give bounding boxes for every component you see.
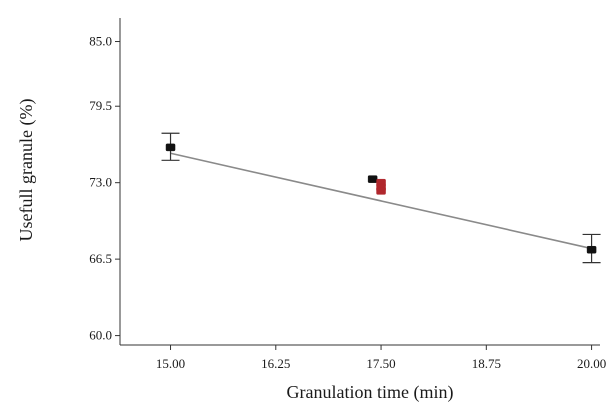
x-tick-label: 18.75 [472,356,501,371]
data-point [165,143,176,152]
y-tick-label: 60.0 [89,328,112,343]
y-ticks: 85.0 79.5 73.0 66.5 60.0 [89,34,120,343]
fit-line [170,152,592,250]
axes [119,18,600,346]
y-tick-label: 73.0 [89,175,112,190]
x-axis-label: Granulation time (min) [287,382,454,403]
y-tick-label: 79.5 [89,98,112,113]
y-tick-label: 66.5 [89,251,112,266]
data-point [586,245,597,254]
y-axis-label: Usefull granule (%) [16,99,37,242]
x-ticks: 15.00 16.25 17.50 18.75 20.00 [156,345,606,371]
data-point [367,175,378,183]
x-tick-label: 20.00 [577,356,606,371]
fit-line-group [170,152,592,250]
x-tick-label: 17.50 [366,356,395,371]
error-bars [161,132,601,264]
data-points [165,143,597,254]
data-point [376,187,386,195]
x-tick-label: 16.25 [261,356,290,371]
y-tick-label: 85.0 [89,34,112,49]
x-tick-label: 15.00 [156,356,185,371]
